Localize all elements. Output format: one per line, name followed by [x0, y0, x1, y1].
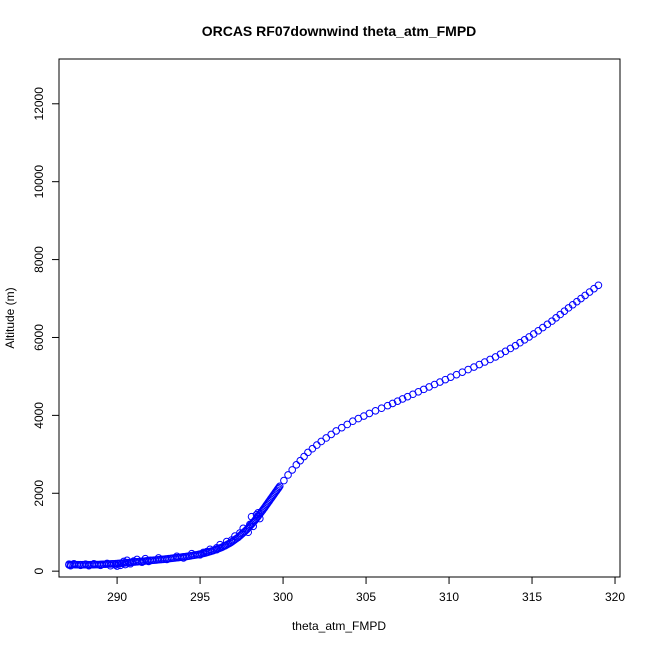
- data-point: [377, 404, 386, 413]
- data-point: [275, 483, 283, 492]
- data-point: [337, 423, 346, 432]
- data-point: [258, 507, 267, 515]
- data-point: [506, 344, 515, 353]
- data-point: [247, 512, 256, 521]
- x-tick-label: 300: [273, 590, 293, 604]
- data-point: [308, 444, 317, 453]
- data-point: [292, 461, 301, 469]
- chart-title: ORCAS RF07downwind theta_atm_FMPD: [202, 23, 477, 39]
- data-point: [199, 548, 208, 557]
- y-axis: 0 2000 4000 6000 8000 10000 12000: [32, 87, 60, 575]
- data-point: [85, 561, 93, 570]
- data-point: [383, 401, 392, 410]
- data-point: [300, 452, 308, 461]
- data-point: [388, 399, 397, 408]
- y-axis-label: Altitude (m): [3, 287, 17, 348]
- data-point: [296, 456, 305, 465]
- y-tick-label: 2000: [32, 480, 46, 507]
- data-point: [534, 326, 543, 335]
- data-point: [212, 545, 221, 554]
- data-point: [154, 554, 163, 562]
- data-point: [187, 549, 196, 558]
- y-tick-label: 10000: [32, 165, 46, 199]
- y-tick-label: 0: [32, 568, 46, 575]
- data-point: [585, 288, 594, 296]
- data-point: [288, 466, 297, 474]
- data-point: [284, 471, 292, 479]
- data-point: [280, 476, 288, 485]
- data-point: [146, 556, 155, 565]
- data-point: [76, 561, 85, 570]
- data-point: [244, 528, 253, 537]
- data-point: [543, 320, 552, 329]
- data-point: [365, 409, 374, 418]
- data-point: [332, 427, 340, 435]
- data-point: [539, 323, 547, 332]
- data-series: [65, 281, 603, 570]
- data-point: [144, 557, 153, 566]
- data-point: [496, 350, 505, 358]
- data-point: [594, 281, 603, 290]
- y-tick-label: 8000: [32, 246, 46, 273]
- x-tick-label: 305: [356, 590, 376, 604]
- data-point: [111, 561, 120, 569]
- y-tick-label: 4000: [32, 402, 46, 429]
- data-point: [371, 407, 380, 415]
- plot-frame: [58, 58, 621, 578]
- data-point: [590, 284, 598, 293]
- data-point: [96, 561, 105, 570]
- data-point: [327, 430, 336, 439]
- data-point: [239, 524, 248, 533]
- y-tick-label: 12000: [32, 87, 46, 121]
- data-point: [221, 542, 229, 550]
- data-point: [304, 448, 312, 457]
- x-axis: 290 295 300 305 310 315 320: [107, 576, 625, 604]
- data-point: [256, 514, 264, 523]
- x-tick-label: 290: [107, 590, 127, 604]
- data-point: [65, 560, 73, 568]
- data-point: [121, 560, 130, 569]
- x-tick-label: 315: [522, 590, 542, 604]
- y-tick-label: 6000: [32, 324, 46, 351]
- data-point: [491, 353, 500, 361]
- data-point: [313, 441, 321, 449]
- data-point: [275, 482, 284, 491]
- data-point: [179, 554, 188, 562]
- x-axis-label: theta_atm_FMPD: [292, 619, 386, 633]
- x-tick-label: 295: [190, 590, 210, 604]
- data-point: [222, 537, 231, 546]
- data-point: [501, 347, 510, 356]
- x-tick-label: 310: [439, 590, 459, 604]
- x-tick-label: 320: [605, 590, 625, 604]
- data-point: [343, 420, 352, 429]
- data-point: [322, 434, 331, 442]
- data-point: [163, 555, 171, 564]
- data-point: [317, 437, 326, 446]
- data-point: [113, 562, 121, 570]
- data-point: [393, 397, 402, 405]
- data-point: [398, 395, 407, 403]
- data-point: [249, 522, 257, 531]
